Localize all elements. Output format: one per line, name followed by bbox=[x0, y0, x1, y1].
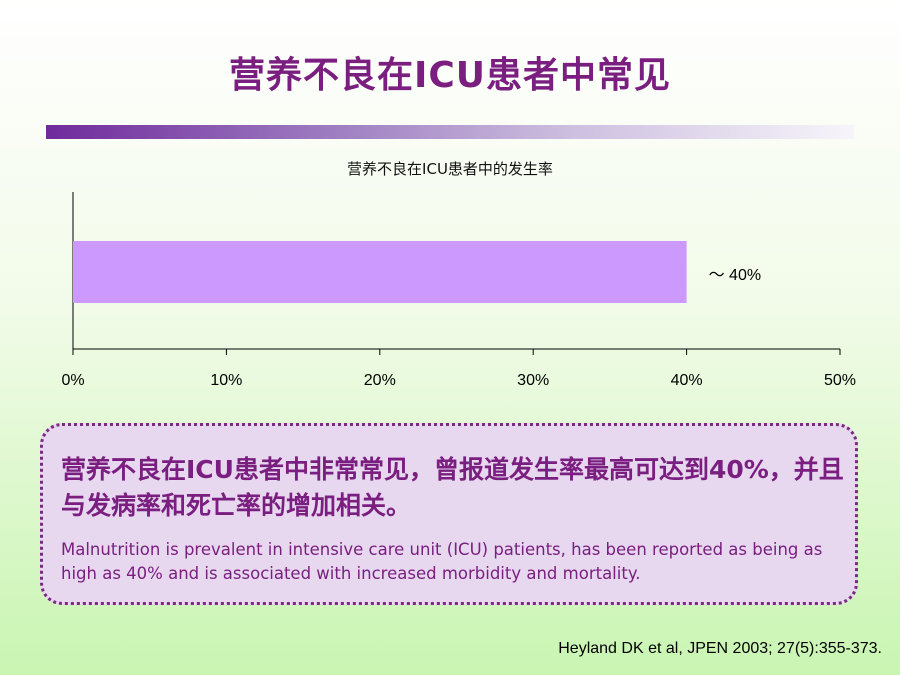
x-tick-label: 10% bbox=[210, 372, 242, 389]
x-tick-label: 30% bbox=[517, 372, 549, 389]
title-divider-bar bbox=[46, 125, 854, 139]
chart-title: 营养不良在ICU患者中的发生率 bbox=[347, 160, 553, 178]
callout-chinese-text: 营养不良在ICU患者中非常常见，曾报道发生率最高可达到40%，并且与发病率和死亡… bbox=[61, 455, 844, 520]
bar-chart: 0% 10% 20% 30% 40% 50% ～ 40% bbox=[61, 192, 856, 389]
x-tick-label: 50% bbox=[824, 372, 856, 389]
bar-value-label: ～ 40% bbox=[709, 267, 761, 284]
slide-title: 营养不良在ICU患者中常见 bbox=[228, 55, 672, 96]
x-tick-label: 20% bbox=[364, 372, 396, 389]
callout-box: 营养不良在ICU患者中非常常见，曾报道发生率最高可达到40%，并且与发病率和死亡… bbox=[40, 423, 858, 605]
callout-english-text: Malnutrition is prevalent in intensive c… bbox=[61, 540, 823, 583]
bar bbox=[73, 241, 687, 303]
reference-citation: Heyland DK et al, JPEN 2003; 27(5):355-3… bbox=[558, 640, 882, 657]
x-tick-label: 0% bbox=[61, 372, 84, 389]
x-tick-label: 40% bbox=[671, 372, 703, 389]
